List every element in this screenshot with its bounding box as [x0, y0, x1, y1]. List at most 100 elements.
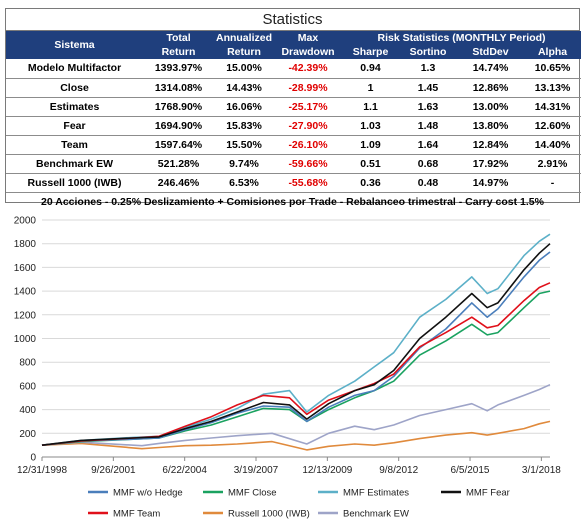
x-tick-label: 12/31/1998: [17, 465, 67, 476]
cell-alpha: 12.60%: [524, 116, 582, 136]
x-tick-label: 9/8/2012: [379, 465, 418, 476]
y-tick-label: 400: [19, 405, 36, 416]
cell-sortino: 1.3: [399, 59, 457, 79]
series-line: [41, 282, 551, 446]
series-line: [41, 243, 551, 446]
legend-label: Benchmark EW: [343, 509, 409, 520]
header-sortino: Sortino: [399, 45, 457, 59]
cell-sharpe: 1.09: [342, 135, 399, 155]
series-line: [41, 420, 551, 451]
cell-total: 246.46%: [143, 173, 214, 193]
cell-dd: -42.39%: [274, 59, 342, 79]
y-tick-label: 1000: [14, 334, 37, 345]
cell-total: 1694.90%: [143, 116, 214, 136]
cell-name: Estimates: [6, 97, 143, 117]
cell-annual: 15.00%: [214, 59, 274, 79]
y-tick-label: 2000: [14, 216, 37, 227]
cell-stddev: 13.00%: [457, 97, 524, 117]
table-row: Benchmark EW 521.28% 9.74% -59.66% 0.51 0.68 1…: [6, 154, 582, 174]
cell-dd: -27.90%: [274, 116, 342, 136]
statistics-footer: 20 Acciones - 0.25% Deslizamiento + Comi…: [41, 195, 544, 208]
series-line: [41, 383, 551, 447]
cell-alpha: 14.40%: [524, 135, 582, 155]
cell-sortino: 0.48: [399, 173, 457, 193]
cell-stddev: 13.80%: [457, 116, 524, 136]
cell-name: Benchmark EW: [6, 154, 143, 174]
cell-dd: -28.99%: [274, 78, 342, 98]
header-risk-statistics: Risk Statistics (MONTHLY Period): [342, 31, 582, 45]
y-tick-label: 1800: [14, 239, 37, 250]
y-tick-label: 600: [19, 381, 36, 392]
header-row-1: Sistema Total Annualized Max Risk Statis…: [6, 31, 582, 59]
cell-annual: 14.43%: [214, 78, 274, 98]
cell-annual: 16.06%: [214, 97, 274, 117]
legend-label: MMF Estimates: [343, 488, 409, 499]
cell-total: 1393.97%: [143, 59, 214, 79]
cell-alpha: 14.31%: [524, 97, 582, 117]
cell-sharpe: 1.1: [342, 97, 399, 117]
y-tick-label: 1400: [14, 287, 37, 298]
cell-name: Fear: [6, 116, 143, 136]
cell-stddev: 12.84%: [457, 135, 524, 155]
cell-stddev: 17.92%: [457, 154, 524, 174]
x-tick-label: 12/13/2009: [302, 465, 352, 476]
y-tick-label: 0: [30, 453, 36, 464]
cell-total: 1314.08%: [143, 78, 214, 98]
table-row: Russell 1000 (IWB) 246.46% 6.53% -55.68% 0.3…: [6, 173, 582, 193]
y-tick-label: 800: [19, 358, 36, 369]
cell-dd: -26.10%: [274, 135, 342, 155]
cell-total: 521.28%: [143, 154, 214, 174]
x-tick-label: 6/5/2015: [451, 465, 490, 476]
cell-sharpe: 0.51: [342, 154, 399, 174]
header-annualized-1: Annualized: [214, 31, 274, 45]
cell-sharpe: 1.03: [342, 116, 399, 136]
cell-alpha: -: [524, 173, 582, 193]
cell-alpha: 10.65%: [524, 59, 582, 79]
cell-sortino: 1.48: [399, 116, 457, 136]
table-row: Estimates 1768.90% 16.06% -25.17% 1.1 1.63 13.…: [6, 97, 582, 117]
x-tick-label: 3/19/2007: [234, 465, 279, 476]
cell-alpha: 2.91%: [524, 154, 582, 174]
legend-label: MMF Fear: [466, 488, 510, 499]
cell-dd: -59.66%: [274, 154, 342, 174]
cell-sharpe: 1: [342, 78, 399, 98]
cell-dd: -25.17%: [274, 97, 342, 117]
cell-annual: 9.74%: [214, 154, 274, 174]
cell-stddev: 14.97%: [457, 173, 524, 193]
cell-name: Modelo Multifactor: [6, 59, 143, 79]
statistics-title: Statistics: [6, 9, 579, 31]
legend-label: MMF Close: [228, 488, 277, 499]
x-tick-label: 3/1/2018: [522, 465, 561, 476]
statistics-body: Modelo Multifactor 1393.97% 15.00% -42.39% 0…: [6, 59, 582, 193]
cell-sortino: 1.64: [399, 135, 457, 155]
header-total-1: Total: [143, 31, 214, 45]
table-row: Close 1314.08% 14.43% -28.99% 1 1.45 12.86% 13.…: [6, 78, 582, 98]
cell-sharpe: 0.94: [342, 59, 399, 79]
legend-label: Russell 1000 (IWB): [228, 509, 310, 520]
performance-line-chart: 0 200 400 600 800 1000 1200 1400 1600 1800 2000 12/…: [14, 216, 562, 520]
cell-total: 1768.90%: [143, 97, 214, 117]
header-drawdown-2: Drawdown: [274, 45, 342, 59]
statistics-table: Sistema Total Annualized Max Risk Statis…: [6, 31, 582, 193]
cell-sortino: 1.63: [399, 97, 457, 117]
y-tick-label: 1600: [14, 263, 37, 274]
header-alpha: Alpha: [524, 45, 582, 59]
series-line: [41, 251, 551, 446]
table-row: Team 1597.64% 15.50% -26.10% 1.09 1.64 12.84% 1…: [6, 135, 582, 155]
series-line: [41, 290, 551, 446]
cell-name: Russell 1000 (IWB): [6, 173, 143, 193]
cell-annual: 15.83%: [214, 116, 274, 136]
cell-sortino: 0.68: [399, 154, 457, 174]
cell-sharpe: 0.36: [342, 173, 399, 193]
legend-label: MMF Team: [113, 509, 160, 520]
cell-name: Close: [6, 78, 143, 98]
header-drawdown-1: Max: [274, 31, 342, 45]
header-sharpe: Sharpe: [342, 45, 399, 59]
cell-annual: 15.50%: [214, 135, 274, 155]
header-annualized-2: Return: [214, 45, 274, 59]
header-row-2: Return Return Drawdown Sharpe Sortino St…: [6, 45, 582, 59]
legend-label: MMF w/o Hedge: [113, 488, 183, 499]
header-sistema: Sistema: [6, 31, 143, 59]
statistics-panel: Statistics Sistema Total Annualized Max …: [5, 8, 582, 208]
y-tick-label: 1200: [14, 310, 37, 321]
